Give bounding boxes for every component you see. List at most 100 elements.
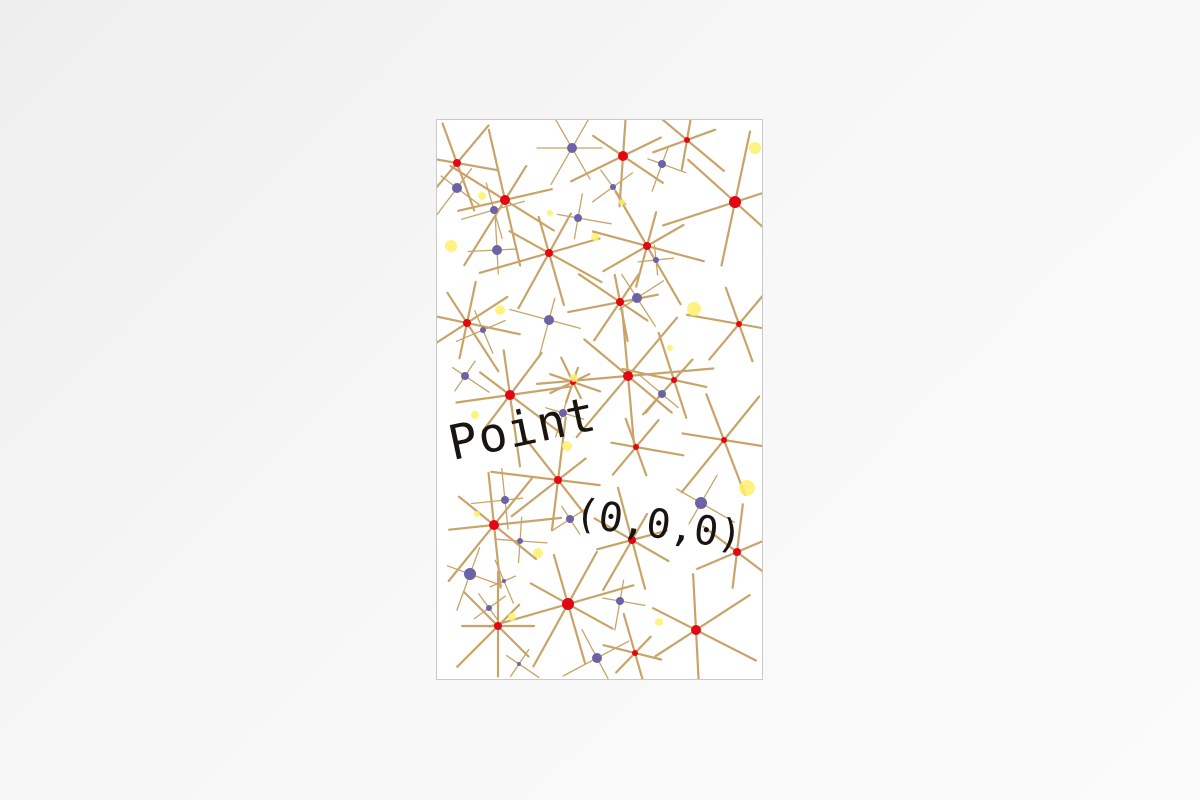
red-node: [721, 437, 727, 443]
purple-node: [461, 372, 469, 380]
stick: [478, 371, 562, 434]
poster-card: Point (0,0,0): [436, 119, 763, 680]
stick: [702, 525, 762, 573]
yellow-node: [474, 511, 480, 517]
stick: [692, 573, 700, 679]
red-node: [505, 390, 515, 400]
red-node: [628, 536, 636, 544]
stick: [651, 146, 669, 192]
stick: [592, 134, 664, 184]
stick: [517, 212, 572, 310]
stick: [437, 124, 490, 189]
stick: [731, 503, 744, 589]
stick: [494, 213, 499, 275]
stick: [680, 395, 761, 494]
stick: [681, 432, 762, 448]
red-node: [616, 298, 624, 306]
stick: [622, 613, 644, 679]
stick: [647, 158, 687, 174]
purple-node: [695, 497, 707, 509]
stick: [505, 654, 540, 679]
stick: [685, 313, 762, 330]
yellow-node: [471, 411, 479, 419]
red-node: [453, 159, 461, 167]
red-node: [733, 548, 741, 556]
stick: [470, 497, 524, 505]
stick: [705, 393, 747, 496]
purple-node: [492, 245, 502, 255]
yellow-node: [562, 441, 572, 451]
nodes-layer: [445, 137, 761, 666]
stick: [652, 607, 757, 662]
stick: [610, 441, 685, 457]
stick: [537, 215, 566, 306]
red-node: [554, 476, 562, 484]
purple-node: [610, 184, 616, 190]
purple-node: [501, 496, 509, 504]
stick-network-artwork: [437, 120, 762, 679]
sticks-layer: [437, 120, 762, 679]
purple-node: [632, 293, 642, 303]
yellow-node: [445, 240, 457, 252]
yellow-node: [619, 199, 625, 205]
yellow-node: [667, 345, 673, 351]
stick: [687, 158, 762, 228]
stick: [447, 477, 533, 583]
yellow-node: [591, 233, 599, 241]
stick: [593, 273, 640, 342]
stick: [602, 512, 649, 591]
stick: [567, 293, 659, 314]
stick: [510, 457, 587, 518]
purple-node: [574, 214, 582, 222]
stick: [696, 540, 762, 570]
stick: [490, 470, 601, 487]
red-node: [494, 622, 502, 630]
stick: [437, 295, 509, 344]
stick: [602, 223, 685, 273]
stick: [502, 349, 522, 468]
purple-node: [480, 327, 486, 333]
stick: [508, 230, 603, 284]
yellow-node: [547, 210, 553, 216]
red-node: [562, 598, 574, 610]
red-node: [618, 151, 628, 161]
red-node: [671, 377, 677, 383]
yellow-node: [508, 613, 516, 621]
red-node: [489, 520, 499, 530]
purple-node: [464, 568, 476, 580]
yellow-node: [749, 142, 761, 154]
stick: [556, 213, 612, 225]
red-node: [736, 321, 742, 327]
yellow-node: [687, 302, 701, 316]
purple-node: [452, 183, 462, 193]
purple-node: [517, 662, 521, 666]
stick: [451, 366, 490, 393]
stick: [446, 291, 500, 373]
red-node: [643, 242, 651, 250]
red-node: [684, 137, 690, 143]
stick: [621, 367, 708, 388]
stick: [441, 122, 476, 212]
yellow-node: [570, 374, 578, 382]
yellow-node: [739, 480, 755, 496]
stick: [478, 237, 601, 274]
purple-node: [502, 579, 506, 583]
red-node: [633, 444, 639, 450]
purple-node: [566, 515, 574, 523]
purple-node: [517, 538, 523, 544]
red-node: [463, 319, 471, 327]
stick: [538, 297, 556, 358]
stick: [522, 434, 585, 515]
red-node: [729, 196, 741, 208]
purple-node: [616, 597, 624, 605]
stick: [654, 594, 751, 658]
stick: [570, 136, 662, 183]
purple-node: [490, 206, 498, 214]
stick: [662, 192, 762, 227]
red-node: [500, 195, 510, 205]
stick: [448, 516, 563, 531]
purple-node: [592, 653, 602, 663]
purple-node: [559, 409, 567, 417]
stick: [577, 273, 649, 322]
